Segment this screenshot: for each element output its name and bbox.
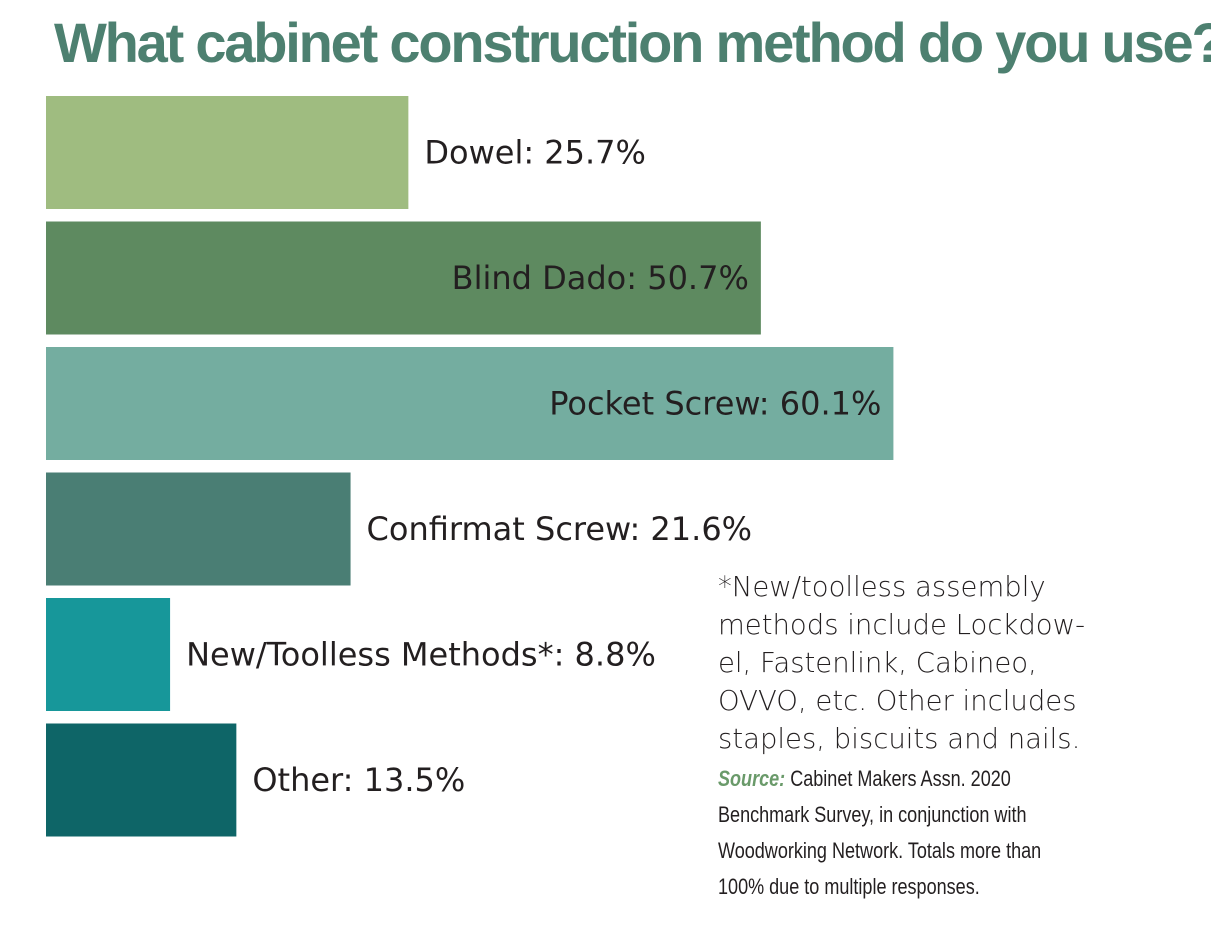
- bar-confirmat-screw: [46, 472, 351, 586]
- bar-pocket-screw: [46, 347, 894, 460]
- source-label: Source:: [718, 766, 786, 791]
- bar-label-confirmat-screw: Confirmat Screw: 21.6%: [367, 510, 753, 548]
- bar-dowel: [46, 96, 409, 209]
- bars-group: [46, 96, 894, 837]
- footnote: *New/toolless assembly methods include L…: [718, 571, 1086, 755]
- bar-blind-dado: [46, 221, 761, 335]
- bar-labels-group: Dowel: 25.7% Blind Dado: 50.7% Pocket Scre…: [186, 134, 881, 800]
- bar-label-other: Other: 13.5%: [252, 761, 465, 799]
- chart-title: What cabinet construction method do you …: [54, 11, 1211, 74]
- source-text: Cabinet Makers Assn. 2020 Benchmark Surv…: [718, 766, 1042, 899]
- bar-other: [46, 723, 237, 837]
- bar-label-blind-dado: Blind Dado: 50.7%: [452, 259, 749, 297]
- bar-label-new-toolless-methods: New/Toolless Methods*: 8.8%: [186, 636, 656, 674]
- source-note: Source: Cabinet Makers Assn. 2020 Benchm…: [718, 761, 1046, 905]
- bar-new-toolless-methods: [46, 598, 171, 711]
- bar-label-pocket-screw: Pocket Screw: 60.1%: [549, 385, 881, 423]
- bar-label-dowel: Dowel: 25.7%: [424, 134, 646, 172]
